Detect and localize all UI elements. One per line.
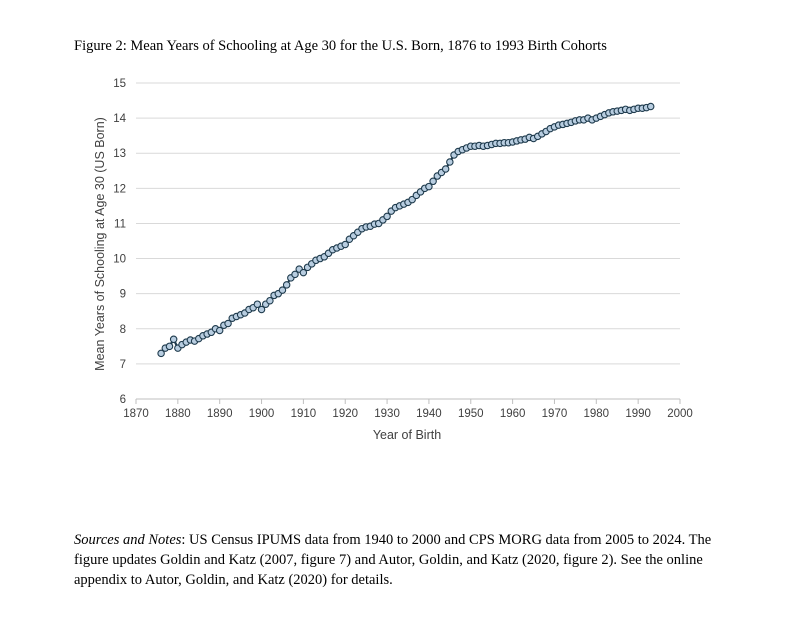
- y-tick-label: 9: [120, 289, 126, 301]
- x-tick-label: 1980: [584, 408, 610, 420]
- notes-label: Sources and Notes: [74, 532, 182, 548]
- data-point: [224, 319, 232, 328]
- x-tick-label: 1950: [458, 408, 484, 420]
- y-tick-label: 11: [114, 218, 126, 230]
- data-point: [383, 212, 391, 221]
- data-point: [441, 165, 450, 173]
- y-tick-label: 7: [120, 359, 126, 371]
- x-tick-label: 1940: [416, 408, 442, 420]
- data-point: [253, 300, 262, 308]
- y-tick-label: 15: [113, 78, 126, 90]
- notes-text: : US Census IPUMS data from 1940 to 2000…: [74, 532, 712, 588]
- data-point: [215, 326, 224, 335]
- axes: [135, 398, 681, 404]
- y-tick-label: 12: [113, 183, 126, 195]
- data-point: [157, 349, 165, 358]
- y-axis-title: Mean Years of Schooling at Age 30 (US Bo…: [93, 117, 107, 371]
- data-point: [291, 270, 299, 279]
- data-point: [257, 305, 266, 314]
- x-axis-title: Year of Birth: [373, 428, 441, 442]
- x-tick-labels: 1870 1880 1890 1900 1910 1920 1930 1940 1950 1960…: [123, 408, 693, 420]
- x-tick-label: 1870: [123, 408, 149, 420]
- x-tick-label: 1970: [542, 408, 568, 420]
- x-tick-label: 1890: [207, 408, 233, 420]
- data-point: [266, 296, 274, 305]
- series-markers: [157, 102, 655, 358]
- data-point: [169, 335, 178, 344]
- x-tick-label: 1990: [625, 408, 651, 420]
- figure-title: Figure 2: Mean Years of Schooling at Age…: [74, 38, 607, 54]
- data-point: [341, 240, 349, 249]
- y-tick-label: 10: [113, 254, 126, 266]
- data-point: [278, 286, 287, 294]
- sources-notes: Sources and Notes: US Census IPUMS data …: [74, 530, 734, 590]
- x-tick-label: 1960: [500, 408, 526, 420]
- y-tick-label: 13: [113, 148, 126, 160]
- x-tick-label: 1920: [332, 408, 358, 420]
- x-tick-label: 1930: [374, 408, 400, 420]
- data-point: [646, 102, 655, 111]
- x-tick-label: 1910: [291, 408, 317, 420]
- y-tick-label: 14: [113, 113, 126, 125]
- y-tick-label: 6: [120, 394, 126, 406]
- data-point: [299, 268, 308, 277]
- y-tick-labels: 6 7 8 9 10 11 12 13 14 15: [113, 78, 126, 406]
- gridlines: [136, 82, 680, 365]
- data-point: [429, 177, 437, 186]
- x-tick-label: 1880: [165, 408, 191, 420]
- x-tick-label: 1900: [249, 408, 275, 420]
- y-tick-label: 8: [120, 324, 126, 336]
- data-point: [282, 281, 291, 289]
- x-tick-label: 2000: [667, 408, 693, 420]
- data-point: [446, 158, 454, 166]
- data-point: [425, 182, 433, 191]
- data-point: [165, 342, 174, 351]
